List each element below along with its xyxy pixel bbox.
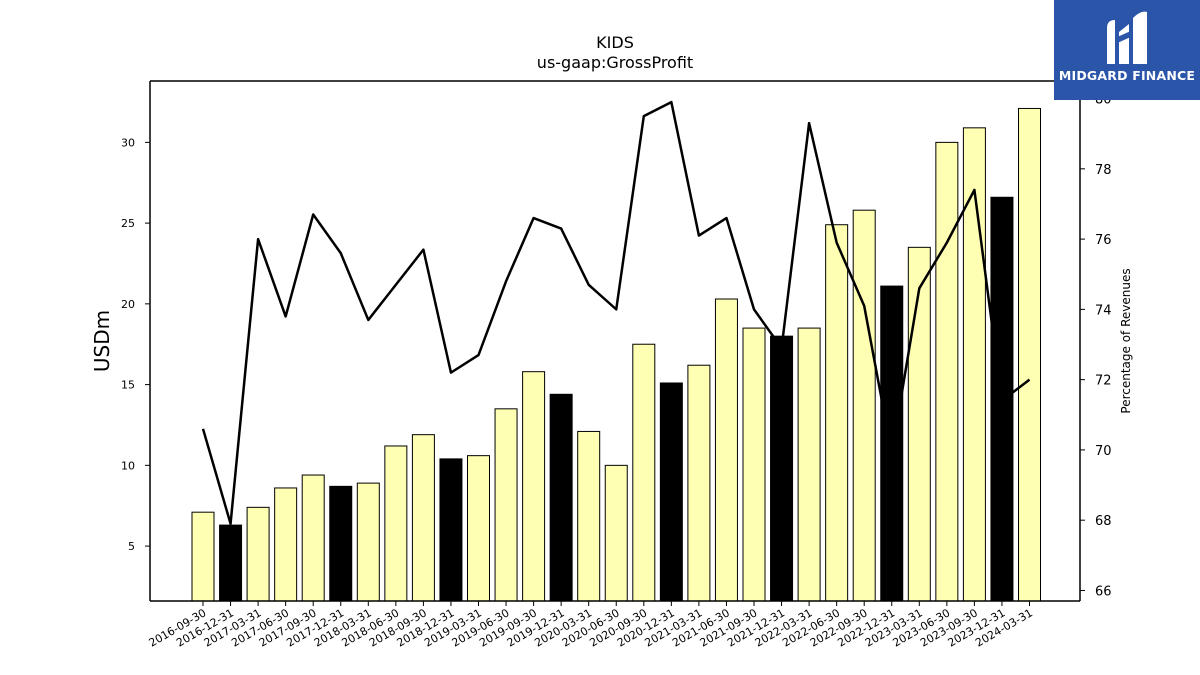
y2-tick-label: 68 — [1095, 514, 1112, 529]
bar — [577, 430, 601, 602]
bar — [219, 524, 243, 602]
bar — [301, 474, 325, 602]
line-path — [201, 100, 1031, 525]
bar — [329, 485, 353, 602]
bar — [604, 464, 628, 602]
bar — [522, 371, 546, 602]
midgard-finance-logo: MIDGARD FINANCE — [1054, 0, 1200, 100]
bar — [852, 209, 876, 602]
bar — [191, 511, 215, 602]
bar — [935, 141, 959, 602]
bar — [549, 393, 573, 602]
y-tick-label: 25 — [121, 217, 135, 230]
chart-title: KIDS — [596, 33, 634, 52]
bar — [439, 458, 463, 602]
y2-tick-label: 70 — [1095, 444, 1112, 459]
bar — [659, 382, 683, 602]
y2-tick-label: 78 — [1095, 163, 1112, 178]
bar — [411, 434, 435, 602]
bar — [384, 445, 408, 602]
bar — [274, 487, 298, 602]
bar — [770, 335, 794, 602]
bar — [356, 482, 380, 602]
y-axis-label: USDm — [90, 310, 114, 372]
y-tick-label: 15 — [121, 379, 135, 392]
bar — [246, 506, 270, 602]
line-series — [201, 100, 1031, 525]
bar — [467, 455, 490, 602]
bar — [632, 343, 656, 602]
y-tick-label: 30 — [121, 136, 135, 149]
y-tick-label: 20 — [121, 298, 135, 311]
y2-axis-label: Percentage of Revenues — [1119, 268, 1133, 413]
bar — [907, 246, 931, 602]
y2-tick-label: 76 — [1095, 233, 1112, 248]
bar — [1018, 107, 1041, 602]
y-tick-label: 5 — [128, 540, 135, 553]
bar-series — [191, 107, 1041, 602]
bar — [494, 408, 518, 602]
y2-tick-label: 74 — [1095, 303, 1112, 318]
y2-tick-label: 72 — [1095, 374, 1112, 389]
logo-mark-icon — [1107, 11, 1147, 65]
bar — [687, 364, 711, 602]
bar — [714, 298, 738, 602]
chart-subtitle: us-gaap:GrossProfit — [537, 53, 693, 72]
logo-text: MIDGARD FINANCE — [1058, 68, 1196, 83]
bar — [880, 285, 904, 602]
y-tick-label: 10 — [121, 459, 135, 472]
bar — [742, 327, 766, 602]
y2-tick-label: 66 — [1095, 584, 1112, 599]
bar — [825, 224, 849, 602]
bar — [797, 327, 821, 602]
